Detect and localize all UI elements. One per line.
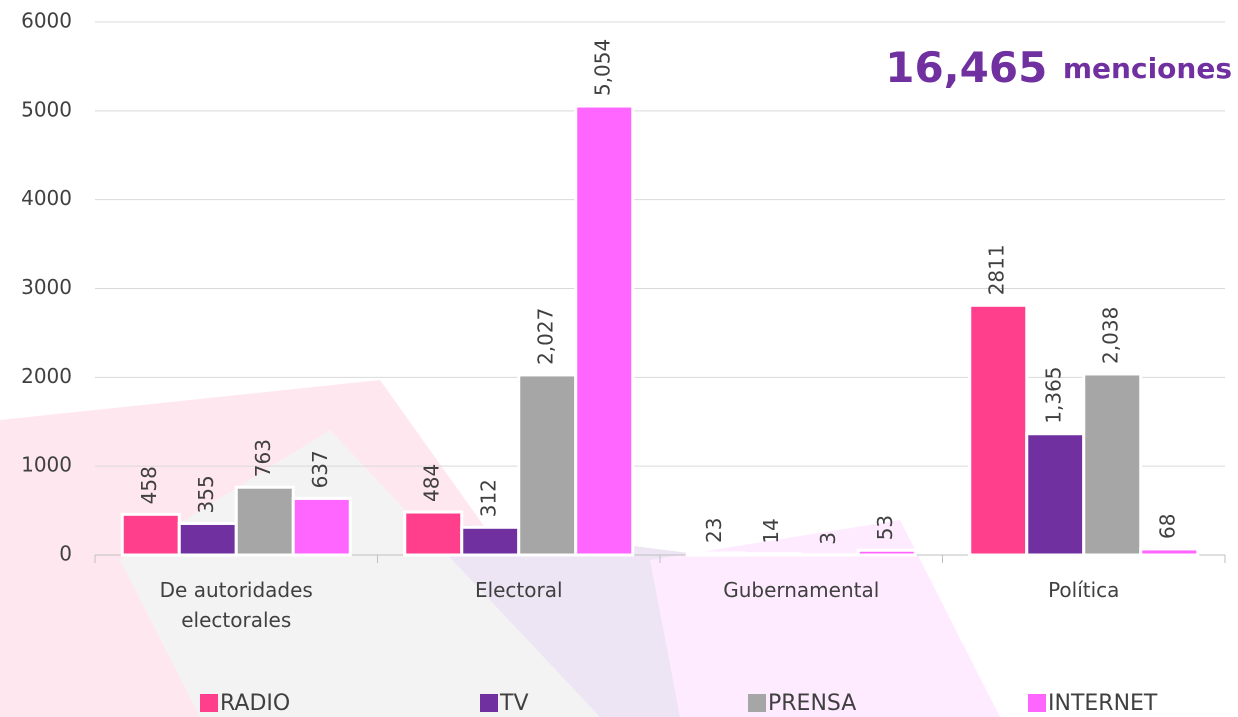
bar xyxy=(970,305,1027,555)
x-tick-label: Política xyxy=(964,575,1204,605)
bar xyxy=(687,553,744,555)
legend-swatch xyxy=(200,694,218,712)
chart-page: 16,465 menciones 0 1000 2000 3000 4000 5000 60… xyxy=(0,0,1238,717)
legend-label: RADIO xyxy=(220,691,290,716)
legend-swatch xyxy=(748,694,766,712)
bar xyxy=(293,498,350,555)
value-label: 53 xyxy=(873,515,897,540)
legend-label: INTERNET xyxy=(1048,691,1158,716)
y-tick-label: 4000 xyxy=(21,186,72,210)
bar xyxy=(236,487,293,555)
bar xyxy=(179,523,236,555)
legend-swatch xyxy=(480,694,498,712)
y-tick-label: 3000 xyxy=(21,275,72,299)
value-label: 484 xyxy=(420,464,444,502)
bar xyxy=(858,550,915,555)
y-tick-label: 1000 xyxy=(21,453,72,477)
bar xyxy=(405,512,462,555)
value-label: 637 xyxy=(308,450,332,488)
bar xyxy=(1084,374,1141,555)
value-label: 355 xyxy=(194,475,218,513)
legend-label: TV xyxy=(499,691,529,716)
y-tick-label: 5000 xyxy=(21,97,72,121)
x-tick-label: Electoral xyxy=(399,575,639,605)
value-label: 2811 xyxy=(985,244,1009,295)
annotation-number: 16,465 xyxy=(885,43,1047,92)
x-tick-label: De autoridades electorales xyxy=(116,575,356,635)
y-tick-label: 2000 xyxy=(21,364,72,388)
x-tick-label: Gubernamental xyxy=(681,575,921,605)
bar xyxy=(122,514,179,555)
bar xyxy=(1027,434,1084,555)
value-label: 68 xyxy=(1156,514,1180,539)
bar xyxy=(462,527,519,555)
value-label: 5,054 xyxy=(591,39,615,96)
bar xyxy=(519,375,576,555)
bar xyxy=(1141,549,1198,555)
value-label: 1,365 xyxy=(1042,366,1066,423)
value-label: 2,027 xyxy=(534,308,558,365)
value-label: 14 xyxy=(759,518,783,543)
value-label: 3 xyxy=(816,532,840,545)
legend-label: PRENSA xyxy=(768,691,856,716)
annotation-text: menciones xyxy=(1063,52,1232,85)
y-tick-label: 6000 xyxy=(21,9,72,33)
value-label: 458 xyxy=(137,466,161,504)
bar xyxy=(576,106,633,555)
value-label: 312 xyxy=(477,479,501,517)
y-tick-label: 0 xyxy=(59,542,72,566)
bar xyxy=(744,554,801,555)
legend-swatch xyxy=(1028,694,1046,712)
value-label: 763 xyxy=(251,439,275,477)
value-label: 2,038 xyxy=(1099,307,1123,364)
value-label: 23 xyxy=(702,518,726,543)
annotation: 16,465 menciones xyxy=(885,43,1232,92)
